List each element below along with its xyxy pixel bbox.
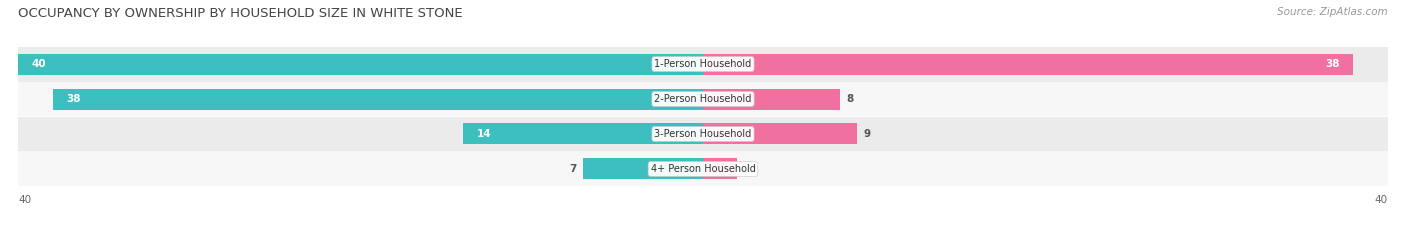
Text: 40: 40: [1375, 195, 1388, 205]
Bar: [18, 82, 1388, 116]
Bar: [52, 89, 703, 110]
Text: 4+ Person Household: 4+ Person Household: [651, 164, 755, 174]
Text: 2: 2: [744, 164, 751, 174]
Bar: [18, 116, 1388, 151]
Bar: [703, 158, 737, 179]
Text: Source: ZipAtlas.com: Source: ZipAtlas.com: [1277, 7, 1388, 17]
Text: OCCUPANCY BY OWNERSHIP BY HOUSEHOLD SIZE IN WHITE STONE: OCCUPANCY BY OWNERSHIP BY HOUSEHOLD SIZE…: [18, 7, 463, 20]
Text: 40: 40: [18, 195, 31, 205]
Text: 1-Person Household: 1-Person Household: [654, 59, 752, 69]
Bar: [464, 123, 703, 144]
Bar: [703, 89, 839, 110]
Bar: [18, 54, 703, 75]
Text: 8: 8: [846, 94, 853, 104]
Text: 7: 7: [569, 164, 576, 174]
Text: 2-Person Household: 2-Person Household: [654, 94, 752, 104]
Text: 14: 14: [477, 129, 492, 139]
Bar: [583, 158, 703, 179]
Bar: [18, 151, 1388, 186]
Text: 40: 40: [32, 59, 46, 69]
Bar: [18, 47, 1388, 82]
Text: 38: 38: [66, 94, 80, 104]
Text: 9: 9: [863, 129, 872, 139]
Bar: [703, 123, 858, 144]
Bar: [703, 54, 1354, 75]
Text: 38: 38: [1326, 59, 1340, 69]
Text: 3-Person Household: 3-Person Household: [654, 129, 752, 139]
